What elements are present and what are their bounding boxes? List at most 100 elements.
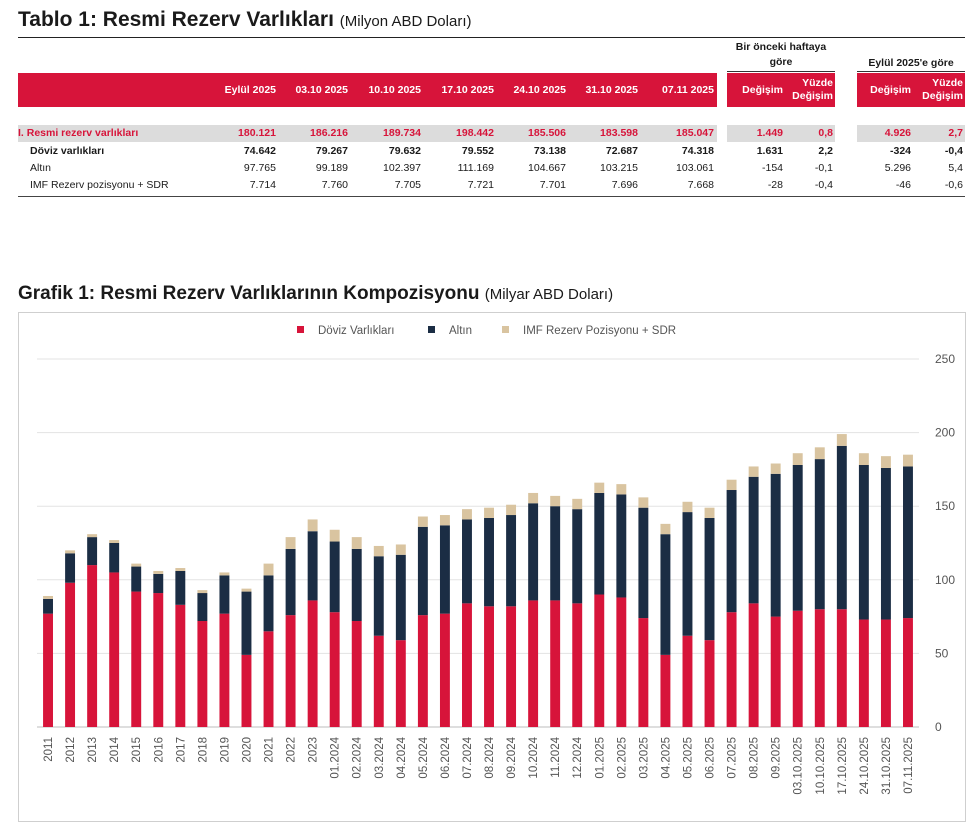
cell: 189.734 xyxy=(383,127,421,139)
x-tick-label: 07.2025 xyxy=(727,737,739,779)
bar-segment xyxy=(395,544,406,555)
bar-segment xyxy=(660,523,671,535)
x-tick-label: 24.10.2025 xyxy=(859,737,871,795)
bar-segment xyxy=(307,531,318,601)
x-tick-label: 2020 xyxy=(241,737,253,763)
bar-segment xyxy=(241,654,252,727)
bar-segment xyxy=(858,619,869,727)
y-tick-label: 200 xyxy=(935,426,955,440)
weekly-header-band: Değişim Yüzde Değişim xyxy=(727,73,835,107)
cell: 74.318 xyxy=(681,145,714,157)
x-tick-label: 17.10.2025 xyxy=(837,737,849,795)
col-header-2: 10.10 2025 xyxy=(368,83,421,96)
x-tick-label: 2012 xyxy=(65,737,77,763)
bar-segment xyxy=(616,597,627,727)
bar-segment xyxy=(770,616,781,727)
bar-segment xyxy=(153,593,164,727)
bar-segment xyxy=(506,515,517,607)
table-top-rule xyxy=(18,37,965,38)
bar-segment xyxy=(616,494,627,598)
col-header-3: 17.10 2025 xyxy=(441,83,494,96)
bar-segment xyxy=(528,492,539,504)
bar-segment xyxy=(594,482,605,493)
cell: 1.631 xyxy=(756,145,783,157)
bar-segment xyxy=(770,473,781,617)
table-title: Tablo 1: Resmi Rezerv Varlıkları (Milyon… xyxy=(18,8,472,31)
cell: 4.926 xyxy=(884,127,911,139)
bar-segment xyxy=(395,554,406,641)
x-tick-label: 09.2024 xyxy=(506,736,518,778)
bar-segment xyxy=(329,612,340,727)
bar-segment xyxy=(462,509,472,520)
cell: 5.296 xyxy=(884,162,911,174)
bar-segment xyxy=(219,613,230,727)
legend-swatch xyxy=(502,326,509,333)
x-tick-label: 2016 xyxy=(153,737,165,763)
cell: -46 xyxy=(895,179,911,191)
change-header-0: Değişim xyxy=(742,83,783,96)
bar-segment xyxy=(484,507,494,518)
bar-segment xyxy=(880,619,891,727)
bar-segment xyxy=(748,466,759,477)
bar-segment xyxy=(836,445,847,610)
bar-segment xyxy=(704,640,715,727)
table-row: Döviz varlıkları 74.642 79.267 79.632 79… xyxy=(18,143,965,159)
bar-segment xyxy=(373,635,384,727)
cell: 7.760 xyxy=(321,179,348,191)
cell: 97.765 xyxy=(243,162,276,174)
cell: 5,4 xyxy=(948,162,963,174)
col-header-6: 07.11 2025 xyxy=(662,83,714,96)
bar-segment xyxy=(65,582,76,727)
bar-segment xyxy=(814,459,825,610)
bar-segment xyxy=(528,600,539,727)
y-tick-label: 250 xyxy=(935,352,955,366)
bar-segment xyxy=(792,453,803,465)
x-tick-label: 02.2024 xyxy=(352,736,364,778)
x-tick-label: 05.2025 xyxy=(682,737,694,779)
x-tick-label: 2013 xyxy=(87,737,99,763)
cell: 1.449 xyxy=(756,127,783,139)
bar-segment xyxy=(439,613,450,727)
bar-segment xyxy=(329,541,340,613)
x-tick-label: 01.2025 xyxy=(594,737,606,779)
bar-segment xyxy=(506,606,517,727)
row-label: IMF Rezerv pozisyonu + SDR xyxy=(30,179,169,191)
x-tick-label: 2018 xyxy=(197,737,209,763)
bar-segment xyxy=(197,621,208,727)
bar-segment xyxy=(65,550,76,554)
cell: 99.189 xyxy=(315,162,348,174)
bar-segment xyxy=(506,504,517,516)
row-label: I. Resmi rezerv varlıkları xyxy=(18,127,139,139)
legend-label: Döviz Varlıkları xyxy=(318,325,394,337)
bar-segment xyxy=(660,654,671,727)
bar-segment xyxy=(87,537,98,566)
bar-segment xyxy=(175,570,186,605)
bar-segment xyxy=(43,595,53,599)
table-bottom-rule xyxy=(18,196,965,197)
bar-segment xyxy=(858,464,869,620)
bar-segment xyxy=(770,463,781,474)
table-row: Altın 97.765 99.189 102.397 111.169 104.… xyxy=(18,160,965,176)
bar-segment xyxy=(131,563,142,567)
cell: 0,8 xyxy=(818,127,833,139)
bar-segment xyxy=(307,519,318,532)
cell: 73.138 xyxy=(533,145,566,157)
bar-segment xyxy=(462,519,472,604)
row-label: Altın xyxy=(30,162,52,174)
cell: 103.061 xyxy=(676,162,714,174)
bar-segment xyxy=(682,512,693,636)
bar-segment xyxy=(484,606,494,727)
legend-label: Altın xyxy=(449,325,472,337)
x-tick-label: 2015 xyxy=(131,737,143,763)
bar-segment xyxy=(836,609,847,727)
table-unit: (Milyon ABD Doları) xyxy=(339,13,472,30)
x-tick-label: 10.2024 xyxy=(528,736,540,778)
total-row-shade-september xyxy=(857,125,965,142)
x-tick-label: 2022 xyxy=(286,737,298,763)
bar-segment xyxy=(814,447,825,460)
bar-segment xyxy=(417,526,428,616)
y-tick-label: 100 xyxy=(935,573,955,587)
bar-segment xyxy=(307,600,318,727)
cell: 111.169 xyxy=(457,162,494,174)
x-tick-label: 2023 xyxy=(308,737,320,763)
